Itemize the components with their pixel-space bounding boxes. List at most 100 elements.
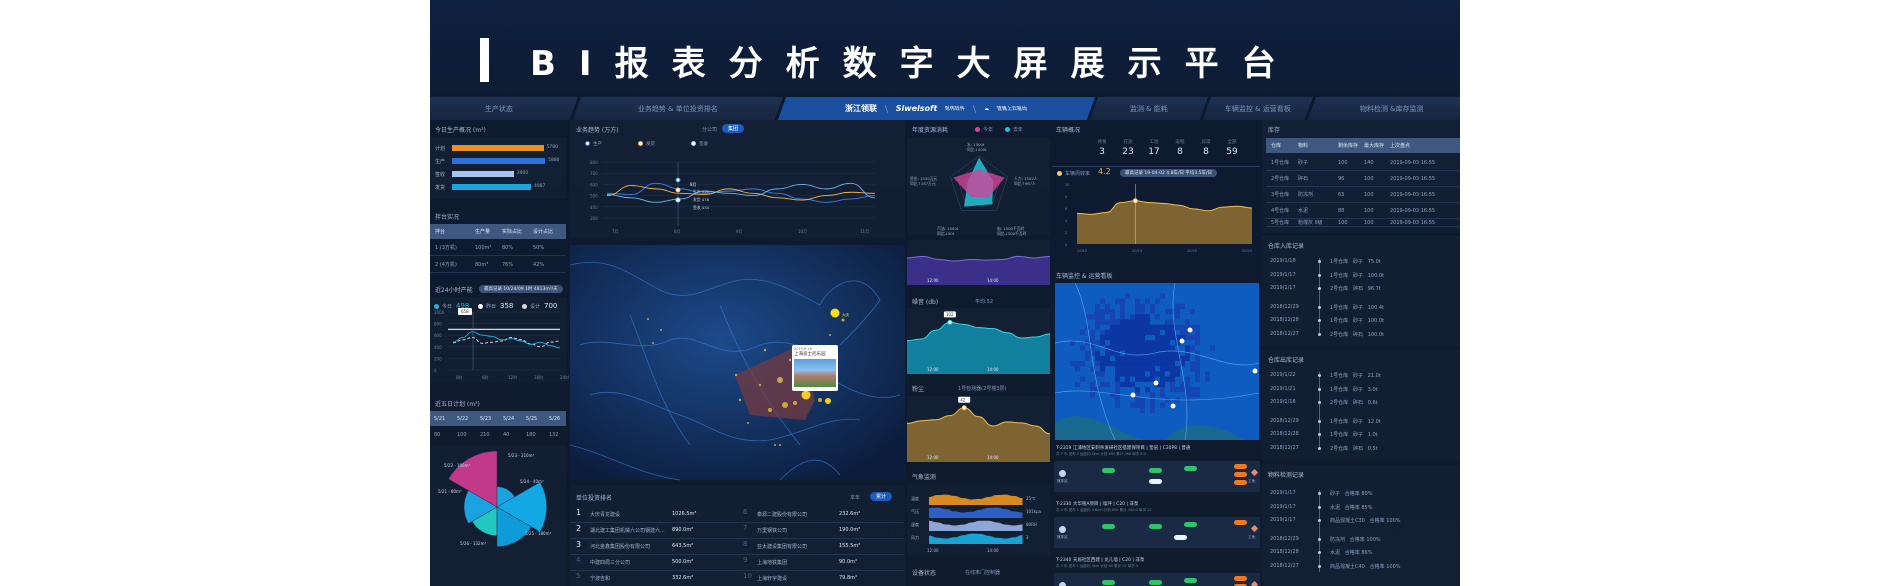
- truck-at-site-icon[interactable]: [1234, 520, 1247, 525]
- timeline-dot: [1318, 419, 1321, 423]
- tab-material-stock[interactable]: 物料检测 &库存监测: [1307, 97, 1460, 120]
- rank-number: 2: [576, 524, 582, 533]
- vehicle-stat-value[interactable]: 23: [1122, 147, 1134, 157]
- tab-vehicle-monitor[interactable]: 车辆监控 & 运营看板: [1202, 97, 1315, 120]
- record-date: 2019/1/16: [1270, 399, 1296, 405]
- x-tick: 18时: [534, 374, 543, 380]
- heat-cell: [1155, 361, 1160, 367]
- legend-item: 设计 700: [522, 302, 557, 310]
- heat-cell: [1145, 345, 1150, 351]
- truck-at-site-icon[interactable]: [1234, 480, 1247, 485]
- truck-icon[interactable]: [1184, 522, 1197, 527]
- cell: 3号仓库: [1271, 192, 1290, 198]
- vehicle-marker[interactable]: [1153, 380, 1159, 386]
- legend-item: 发货: [638, 141, 655, 147]
- tab-production-status[interactable]: 生产状态: [430, 97, 580, 120]
- heat-cell: [1155, 324, 1160, 330]
- site-marker[interactable]: [768, 408, 772, 412]
- truck-icon[interactable]: [1149, 468, 1162, 473]
- toggle-group[interactable]: 集团: [722, 124, 745, 133]
- vehicle-marker[interactable]: [1179, 338, 1185, 344]
- site-marker[interactable]: [747, 422, 749, 424]
- record-date: 2018/12/28: [1270, 431, 1299, 437]
- site-marker[interactable]: [818, 398, 822, 402]
- vehicle-marker[interactable]: [1170, 403, 1176, 409]
- truck-at-site-icon[interactable]: [1234, 472, 1247, 477]
- heat-cell: [1190, 387, 1195, 393]
- site-marker[interactable]: [734, 373, 738, 377]
- truck-icon[interactable]: [1102, 580, 1115, 585]
- record-item: 2019/1/21 1号仓库 砂子 3.0t: [1270, 386, 1455, 398]
- site-marker[interactable]: [779, 444, 781, 446]
- heat-cell: [1195, 324, 1200, 330]
- site-marker[interactable]: [788, 358, 792, 362]
- heat-cell: [1155, 345, 1160, 351]
- site-marker[interactable]: [825, 398, 831, 404]
- site-marker[interactable]: [758, 383, 762, 387]
- vehicle-heatmap[interactable]: [1054, 282, 1260, 441]
- vehicle-marker[interactable]: [1187, 327, 1193, 333]
- heat-cell: [1160, 345, 1165, 351]
- truck-icon[interactable]: [1102, 524, 1115, 529]
- site-marker[interactable]: [777, 377, 783, 383]
- site-marker[interactable]: [647, 318, 649, 320]
- weather-value: 25℃: [1026, 496, 1036, 501]
- heat-cell: [1105, 361, 1110, 367]
- heat-cell: [1120, 355, 1125, 361]
- truck-at-site-icon[interactable]: [1234, 576, 1247, 581]
- truck-icon[interactable]: [1149, 524, 1162, 529]
- vehicle-stat-value[interactable]: 3: [1099, 147, 1105, 157]
- x-tick: 24时: [560, 374, 569, 380]
- heat-cell: [1095, 387, 1100, 393]
- site-marker[interactable]: [738, 398, 742, 402]
- cell: 100: [1338, 159, 1348, 166]
- vehicle-stat-value[interactable]: 8: [1203, 147, 1209, 157]
- site-marker[interactable]: [660, 329, 662, 331]
- site-marker[interactable]: [774, 444, 776, 446]
- heat-cell: [1125, 381, 1130, 387]
- site-marker[interactable]: [830, 308, 840, 318]
- brand-region: 浙江领联: [845, 104, 878, 113]
- vehicle-stat-value[interactable]: 8: [1177, 147, 1183, 157]
- heat-cell: [1195, 371, 1200, 377]
- tab-brand[interactable]: 浙江领联 | Siwelsoft 思伟软件 | ☁ 蓝建上云驱动: [777, 97, 1097, 120]
- truck-icon[interactable]: [1184, 466, 1197, 471]
- record-detail: 1号仓库 砂子 21.0t: [1330, 373, 1381, 379]
- heat-cell: [1150, 350, 1155, 356]
- heat-cell: [1090, 387, 1095, 393]
- site-marker[interactable]: [793, 401, 797, 405]
- site-marker[interactable]: [841, 318, 845, 322]
- timeline-dot: [1318, 273, 1321, 277]
- vehicle-stat-value[interactable]: 17: [1148, 147, 1160, 157]
- site-marker[interactable]: [782, 402, 788, 408]
- vehicle-marker[interactable]: [1130, 392, 1136, 398]
- china-map[interactable]: 大庆: [569, 245, 905, 481]
- heat-cell: [1210, 345, 1215, 351]
- record-detail: 水泥 合格率 86%: [1330, 550, 1373, 556]
- tab-business-trend[interactable]: 业务趋势 & 单位投资排名: [572, 97, 785, 120]
- toggle-year[interactable]: 本年: [850, 495, 861, 501]
- truck-at-site-icon[interactable]: [1234, 584, 1247, 586]
- tab-monitoring-energy[interactable]: 监测 & 能耗: [1089, 97, 1210, 120]
- truck-icon[interactable]: [1184, 578, 1197, 583]
- record-item: 2018/12/28 水泥 合格率 86%: [1270, 549, 1455, 561]
- truck-icon[interactable]: [1149, 580, 1162, 585]
- rose-sector-5/25: [496, 481, 547, 533]
- site-marker[interactable]: [763, 348, 767, 352]
- truck-at-site-icon[interactable]: [1234, 464, 1247, 469]
- legend-label: 昨日: [486, 304, 497, 310]
- record-item: 2018/12/27 2号仓库 碎石 0.5t: [1270, 445, 1455, 457]
- truck-icon[interactable]: [1102, 468, 1115, 473]
- bar-label: 签收: [435, 172, 446, 178]
- toggle-cumulative[interactable]: 累计: [870, 492, 893, 501]
- site-marker[interactable]: [652, 342, 654, 344]
- vehicle-marker[interactable]: [1252, 368, 1258, 374]
- site-marker[interactable]: [801, 390, 811, 400]
- vehicle-stat-value[interactable]: 59: [1226, 147, 1238, 157]
- site-marker[interactable]: [829, 334, 831, 336]
- truck-returning-icon[interactable]: [1149, 479, 1162, 484]
- toggle-branch[interactable]: 分公司: [702, 127, 718, 133]
- cell: 140: [1364, 159, 1374, 166]
- truck-returning-icon[interactable]: [1174, 535, 1187, 540]
- boundary: [1054, 340, 1260, 366]
